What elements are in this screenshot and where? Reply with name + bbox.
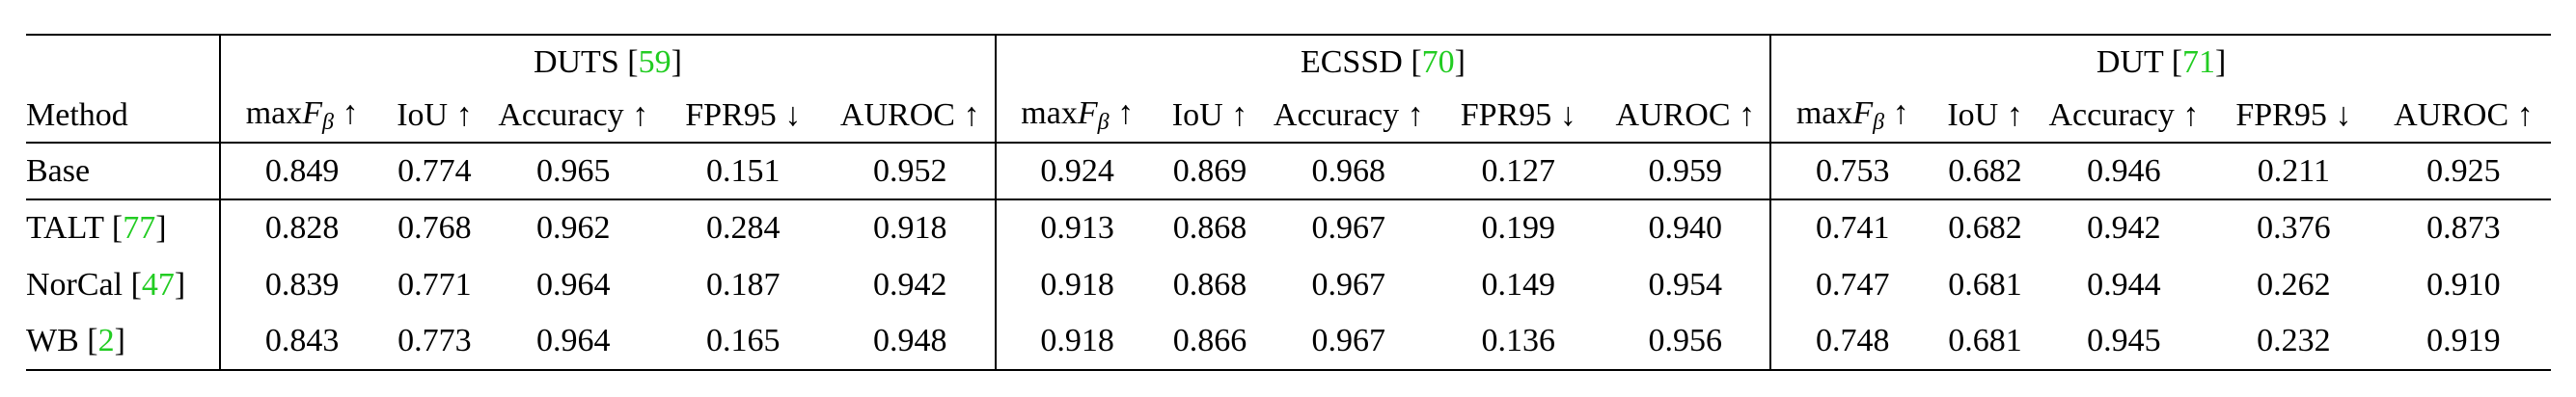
value-cell: 0.149 [1481,266,1556,303]
metric-header-ecssd-iou: IoU ↑ [1158,89,1262,144]
value-cell: 0.839 [219,256,384,313]
value-cell: 0.774 [397,152,472,189]
group-header-dut: DUT [71] [1769,34,2551,89]
value-cell: 0.376 [2210,198,2376,256]
value-cell: 0.165 [660,313,826,371]
value-cell: 0.945 [2036,313,2211,371]
value-cell: 0.967 [1261,198,1437,256]
value-cell: 0.681 [1948,266,2022,303]
value-cell: 0.682 [1948,152,2022,189]
citation: 47 [141,266,175,303]
metric-header-duts-iou: IoU ↑ [383,89,486,144]
method-cell: WB [2] [26,313,221,371]
metric-header-duts-maxf: maxFβ ↑ [219,89,384,144]
value-cell: 0.828 [219,198,384,256]
value-cell: 0.284 [660,198,826,256]
value-cell: 0.869 [1172,152,1247,189]
value-cell: 0.773 [383,313,486,371]
group-header-row: DUTS [59] ECSSD [70] DUT [71] [26,34,2551,89]
value-cell: 0.942 [872,266,947,303]
value-cell: 0.681 [1933,313,2037,371]
method-header: Method [26,89,221,144]
value-cell: 0.771 [397,266,472,303]
value-cell: 0.924 [994,143,1159,199]
value-cell: 0.232 [2210,313,2376,371]
value-cell: 0.918 [994,256,1159,313]
table-row: TALT [77] 0.828 0.768 0.962 0.284 0.918 0.913 0… [26,198,2551,256]
metric-header-dut-fpr95: FPR95 ↓ [2210,89,2376,144]
metric-header-dut-auroc: AUROC ↑ [2375,89,2551,144]
metric-header-duts-fpr95: FPR95 ↓ [660,89,826,144]
value-cell: 0.843 [219,313,384,371]
metric-header-ecssd-fpr95: FPR95 ↓ [1436,89,1602,144]
table-row: WB [2] 0.843 0.773 0.964 0.165 0.948 0.918 0.86… [26,313,2551,371]
value-cell: 0.967 [1311,266,1386,303]
value-cell: 0.768 [383,198,486,256]
group-header-empty [26,34,221,89]
table-row: NorCal [47] 0.839 0.771 0.964 0.187 0.942 0.91… [26,256,2551,313]
metric-header-row: Method maxFβ ↑ IoU ↑ Accuracy ↑ FPR95 ↓ AURO… [26,89,2551,144]
value-cell: 0.940 [1601,198,1771,256]
metric-header-ecssd-auroc: AUROC ↑ [1601,89,1771,144]
value-cell: 0.918 [825,198,996,256]
value-cell: 0.942 [2036,198,2211,256]
value-cell: 0.753 [1769,143,1934,199]
value-cell: 0.127 [1481,152,1556,189]
citation: 2 [97,323,115,358]
value-cell: 0.959 [1648,152,1723,189]
value-cell: 0.948 [825,313,996,371]
metric-header-dut-accuracy: Accuracy ↑ [2036,89,2211,144]
value-cell: 0.946 [2087,152,2161,189]
results-table: DUTS [59] ECSSD [70] DUT [71] Method max… [26,34,2551,371]
value-cell: 0.956 [1601,313,1771,371]
value-cell: 0.868 [1172,266,1247,303]
value-cell: 0.918 [994,313,1159,371]
value-cell: 0.954 [1648,266,1723,303]
value-cell: 0.965 [535,152,611,189]
value-cell: 0.211 [2257,152,2330,189]
value-cell: 0.741 [1769,198,1934,256]
citation: 71 [2182,43,2216,80]
value-cell: 0.262 [2257,266,2331,303]
method-cell: Base [26,152,91,189]
table-body: Base 0.849 0.774 0.965 0.151 0.952 0.924 0.869 0… [26,143,2551,371]
citation: 77 [123,210,156,246]
method-cell: TALT [77] [26,198,221,256]
value-cell: 0.199 [1436,198,1602,256]
value-cell: 0.925 [2426,152,2501,189]
method-cell: NorCal [47] [26,266,186,303]
citation: 59 [638,43,671,80]
metric-header-dut-maxf: maxFβ ↑ [1769,89,1934,144]
value-cell: 0.913 [994,198,1159,256]
value-cell: 0.866 [1158,313,1262,371]
value-cell: 0.962 [485,198,661,256]
value-cell: 0.964 [535,266,611,303]
value-cell: 0.748 [1769,313,1934,371]
value-cell: 0.136 [1436,313,1602,371]
value-cell: 0.919 [2375,313,2551,371]
metric-header-ecssd-accuracy: Accuracy ↑ [1261,89,1437,144]
value-cell: 0.968 [1311,152,1386,189]
value-cell: 0.747 [1769,256,1934,313]
metric-header-dut-iou: IoU ↑ [1933,89,2037,144]
metric-header-duts-auroc: AUROC ↑ [825,89,996,144]
table-row: Base 0.849 0.774 0.965 0.151 0.952 0.924 0.869 0… [26,143,2551,199]
value-cell: 0.868 [1158,198,1262,256]
value-cell: 0.944 [2087,266,2161,303]
value-cell: 0.682 [1933,198,2037,256]
group-header-duts: DUTS [59] [219,34,996,89]
value-cell: 0.849 [219,143,384,199]
value-cell: 0.964 [485,313,661,371]
value-cell: 0.151 [705,152,781,189]
metric-header-duts-accuracy: Accuracy ↑ [485,89,661,144]
value-cell: 0.952 [872,152,947,189]
value-cell: 0.873 [2375,198,2551,256]
citation: 70 [1421,43,1455,80]
value-cell: 0.967 [1261,313,1437,371]
value-cell: 0.187 [705,266,781,303]
metric-header-ecssd-maxf: maxFβ ↑ [994,89,1159,144]
value-cell: 0.910 [2426,266,2501,303]
group-header-ecssd: ECSSD [70] [994,34,1771,89]
